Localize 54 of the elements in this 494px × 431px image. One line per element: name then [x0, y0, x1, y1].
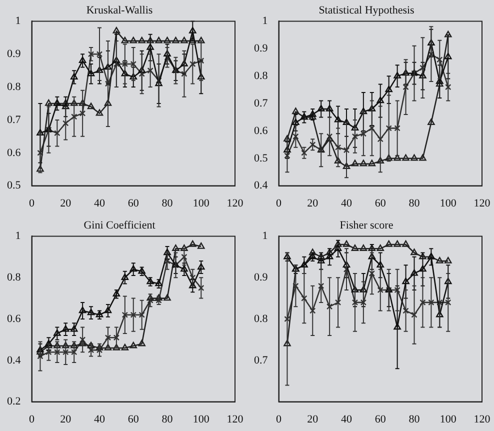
x-tick-label: 40: [94, 197, 106, 210]
y-tick-label: 0.9: [7, 48, 22, 60]
y-tick-label: 0.2: [7, 396, 21, 408]
y-tick-label: 0.8: [254, 70, 268, 82]
x-tick-label: 120: [474, 197, 491, 210]
chart-title: Statistical Hypothesis: [318, 4, 414, 16]
y-tick-label: 0.7: [7, 114, 22, 126]
y-tick-label: 0.6: [7, 146, 22, 159]
chart-title: Kruskal-Wallis: [86, 4, 153, 16]
x-tick-label: 80: [162, 197, 174, 210]
x-tick-label: 60: [374, 197, 386, 210]
x-tick-label: 40: [94, 413, 106, 426]
y-tick-label: 0.8: [254, 312, 268, 325]
x-tick-label: 120: [226, 413, 244, 426]
x-tick-label: 40: [341, 197, 352, 210]
y-tick-label: 0.9: [254, 271, 268, 284]
x-tick-label: 0: [276, 413, 282, 426]
x-tick-label: 0: [29, 197, 35, 210]
x-tick-label: 80: [408, 413, 420, 426]
x-tick-label: 120: [226, 197, 244, 210]
x-tick-label: 20: [307, 413, 319, 426]
x-tick-label: 60: [128, 413, 140, 426]
y-tick-label: 0.7: [254, 354, 268, 366]
chart-title: Fisher score: [340, 219, 394, 232]
y-tick-label: 0.5: [7, 180, 22, 192]
x-tick-label: 20: [307, 197, 319, 210]
x-tick-label: 100: [192, 197, 210, 210]
x-tick-label: 60: [374, 413, 386, 426]
x-tick-label: 120: [474, 413, 491, 426]
y-tick-label: 0.5: [254, 152, 268, 164]
x-tick-label: 20: [60, 197, 72, 210]
y-tick-label: 0.6: [7, 312, 22, 325]
x-tick-label: 100: [440, 197, 457, 210]
y-tick-label: 0.8: [7, 80, 22, 93]
x-tick-label: 40: [341, 413, 352, 426]
x-tick-label: 60: [128, 197, 140, 210]
x-tick-label: 20: [60, 413, 72, 426]
y-tick-label: 0.8: [7, 271, 22, 284]
y-tick-label: 1: [262, 15, 268, 28]
x-tick-label: 0: [29, 413, 35, 426]
y-tick-label: 1: [15, 15, 21, 28]
y-tick-label: 0.9: [254, 42, 268, 55]
y-tick-label: 0.7: [254, 97, 268, 110]
y-tick-label: 1: [262, 230, 268, 242]
x-tick-label: 80: [408, 197, 420, 210]
y-tick-label: 1: [15, 230, 21, 242]
y-tick-label: 0.4: [7, 354, 22, 366]
x-tick-label: 100: [440, 413, 457, 426]
y-tick-label: 0.6: [254, 124, 268, 137]
y-tick-label: 0.4: [254, 180, 268, 192]
chart-title: Gini Coefficient: [84, 219, 156, 232]
x-tick-label: 0: [276, 197, 282, 210]
x-tick-label: 100: [192, 413, 210, 426]
x-tick-label: 80: [162, 413, 174, 426]
